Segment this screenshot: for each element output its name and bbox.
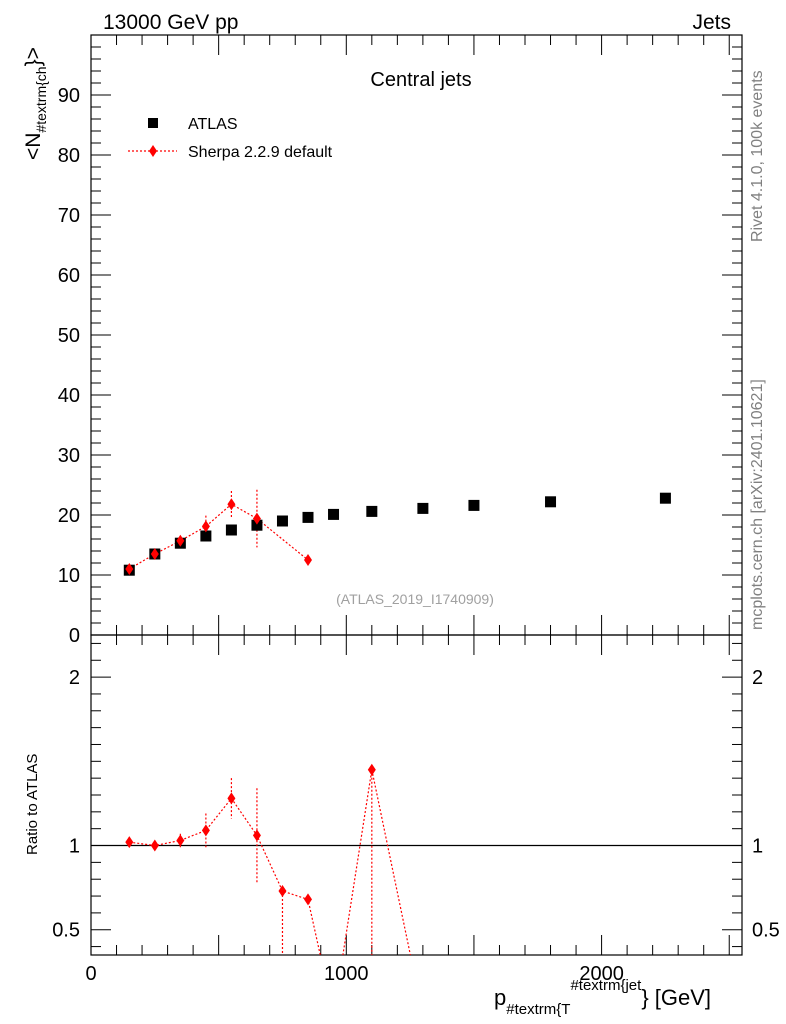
ratio-point bbox=[252, 829, 261, 842]
rivet-version-label: Rivet 4.1.0, 100k events bbox=[749, 70, 766, 242]
analysis-watermark: (ATLAS_2019_I1740909) bbox=[336, 591, 494, 607]
x-axis-label-unit: [GeV] bbox=[649, 985, 711, 1010]
y-tick-label: 0 bbox=[69, 625, 80, 647]
sherpa-point bbox=[125, 563, 134, 575]
chart-title: Central jets bbox=[370, 69, 471, 91]
y-axis-label-sub: #textrm{ch bbox=[33, 66, 49, 132]
atlas-point bbox=[328, 508, 340, 520]
svg-text:<N#textrm{ch}>: <N#textrm{ch}> bbox=[22, 47, 49, 160]
ratio-point bbox=[176, 834, 185, 847]
ratio-y-tick-label-right: 1 bbox=[752, 836, 763, 858]
ratio-y-tick-label: 1 bbox=[69, 836, 80, 858]
ratio-point bbox=[304, 893, 312, 906]
atlas-point bbox=[545, 496, 557, 508]
collision-energy-label: 13000 GeV pp bbox=[103, 11, 238, 34]
main-y-axis: 0 10 20 30 40 50 60 70 80 90 bbox=[58, 34, 742, 647]
ratio-y-axis: 0.5 0.5 1 1 2 2 bbox=[52, 642, 780, 948]
y-axis-label-main: <N bbox=[22, 133, 45, 160]
ratio-y-tick-label: 0.5 bbox=[52, 920, 80, 942]
ratio-point bbox=[150, 839, 159, 852]
atlas-point bbox=[659, 492, 671, 504]
legend-sherpa-marker bbox=[149, 145, 157, 157]
y-tick-label: 50 bbox=[58, 325, 80, 347]
x-tick-label: 1000 bbox=[324, 963, 369, 985]
atlas-point bbox=[225, 524, 237, 536]
ratio-y-tick-label: 2 bbox=[69, 667, 80, 689]
atlas-point bbox=[276, 515, 288, 527]
atlas-point bbox=[468, 499, 480, 511]
y-tick-label: 30 bbox=[58, 445, 80, 467]
sherpa-point bbox=[227, 498, 236, 511]
x-axis-label-sup: #textrm{jet bbox=[570, 977, 642, 994]
ratio-plot-frame bbox=[90, 634, 743, 956]
y-tick-label: 40 bbox=[58, 385, 80, 407]
y-tick-label: 20 bbox=[58, 505, 80, 527]
ratio-data-layer bbox=[125, 763, 412, 955]
sherpa-point bbox=[201, 520, 210, 533]
legend-sherpa-label: Sherpa 2.2.9 default bbox=[188, 144, 333, 161]
x-tick-label: 2000 bbox=[579, 963, 624, 985]
ratio-y-axis-label: Ratio to ATLAS bbox=[24, 754, 41, 855]
atlas-point bbox=[417, 502, 429, 514]
y-tick-label: 10 bbox=[58, 565, 80, 587]
atlas-point bbox=[302, 511, 314, 523]
x-axis-label-sub: #textrm{T bbox=[506, 1001, 570, 1018]
atlas-point bbox=[200, 530, 212, 542]
legend-atlas-marker bbox=[148, 118, 158, 128]
sherpa-point bbox=[176, 534, 185, 547]
x-axis: 0 1000 2000 bbox=[85, 35, 730, 985]
atlas-point bbox=[251, 519, 263, 531]
legend-atlas-label: ATLAS bbox=[188, 116, 238, 133]
atlas-point bbox=[366, 505, 378, 517]
ratio-point bbox=[367, 763, 376, 776]
sherpa-point bbox=[150, 548, 159, 560]
x-axis-label: p#textrm{T#textrm{jet} [GeV] bbox=[494, 977, 711, 1018]
ratio-y-tick-label-right: 2 bbox=[752, 667, 763, 689]
x-tick-label: 0 bbox=[85, 963, 96, 985]
ratio-y-tick-label-right: 0.5 bbox=[752, 920, 780, 942]
source-label: mcplots.cern.ch [arXiv:2401.10621] bbox=[749, 379, 766, 630]
y-tick-label: 70 bbox=[58, 205, 80, 227]
x-axis-label-close: } bbox=[641, 985, 648, 1010]
y-tick-label: 90 bbox=[58, 85, 80, 107]
legend: ATLAS Sherpa 2.2.9 default bbox=[128, 116, 333, 161]
x-axis-label-main: p bbox=[494, 985, 506, 1010]
y-tick-label: 80 bbox=[58, 145, 80, 167]
y-tick-label: 60 bbox=[58, 265, 80, 287]
svg-text:p#textrm{T#textrm{jet} [GeV]: p#textrm{T#textrm{jet} [GeV] bbox=[494, 977, 711, 1018]
sherpa-point bbox=[304, 554, 312, 566]
main-data-layer bbox=[123, 489, 671, 576]
ratio-point bbox=[227, 792, 236, 805]
ratio-point bbox=[125, 836, 134, 849]
y-axis-label-close: }> bbox=[22, 47, 45, 66]
process-label: Jets bbox=[692, 11, 731, 34]
ratio-sherpa-line bbox=[129, 769, 412, 955]
ratio-point bbox=[201, 824, 210, 837]
ratio-point bbox=[278, 885, 287, 897]
sherpa-point bbox=[252, 512, 261, 525]
y-axis-label: <N#textrm{ch}> bbox=[22, 47, 49, 160]
